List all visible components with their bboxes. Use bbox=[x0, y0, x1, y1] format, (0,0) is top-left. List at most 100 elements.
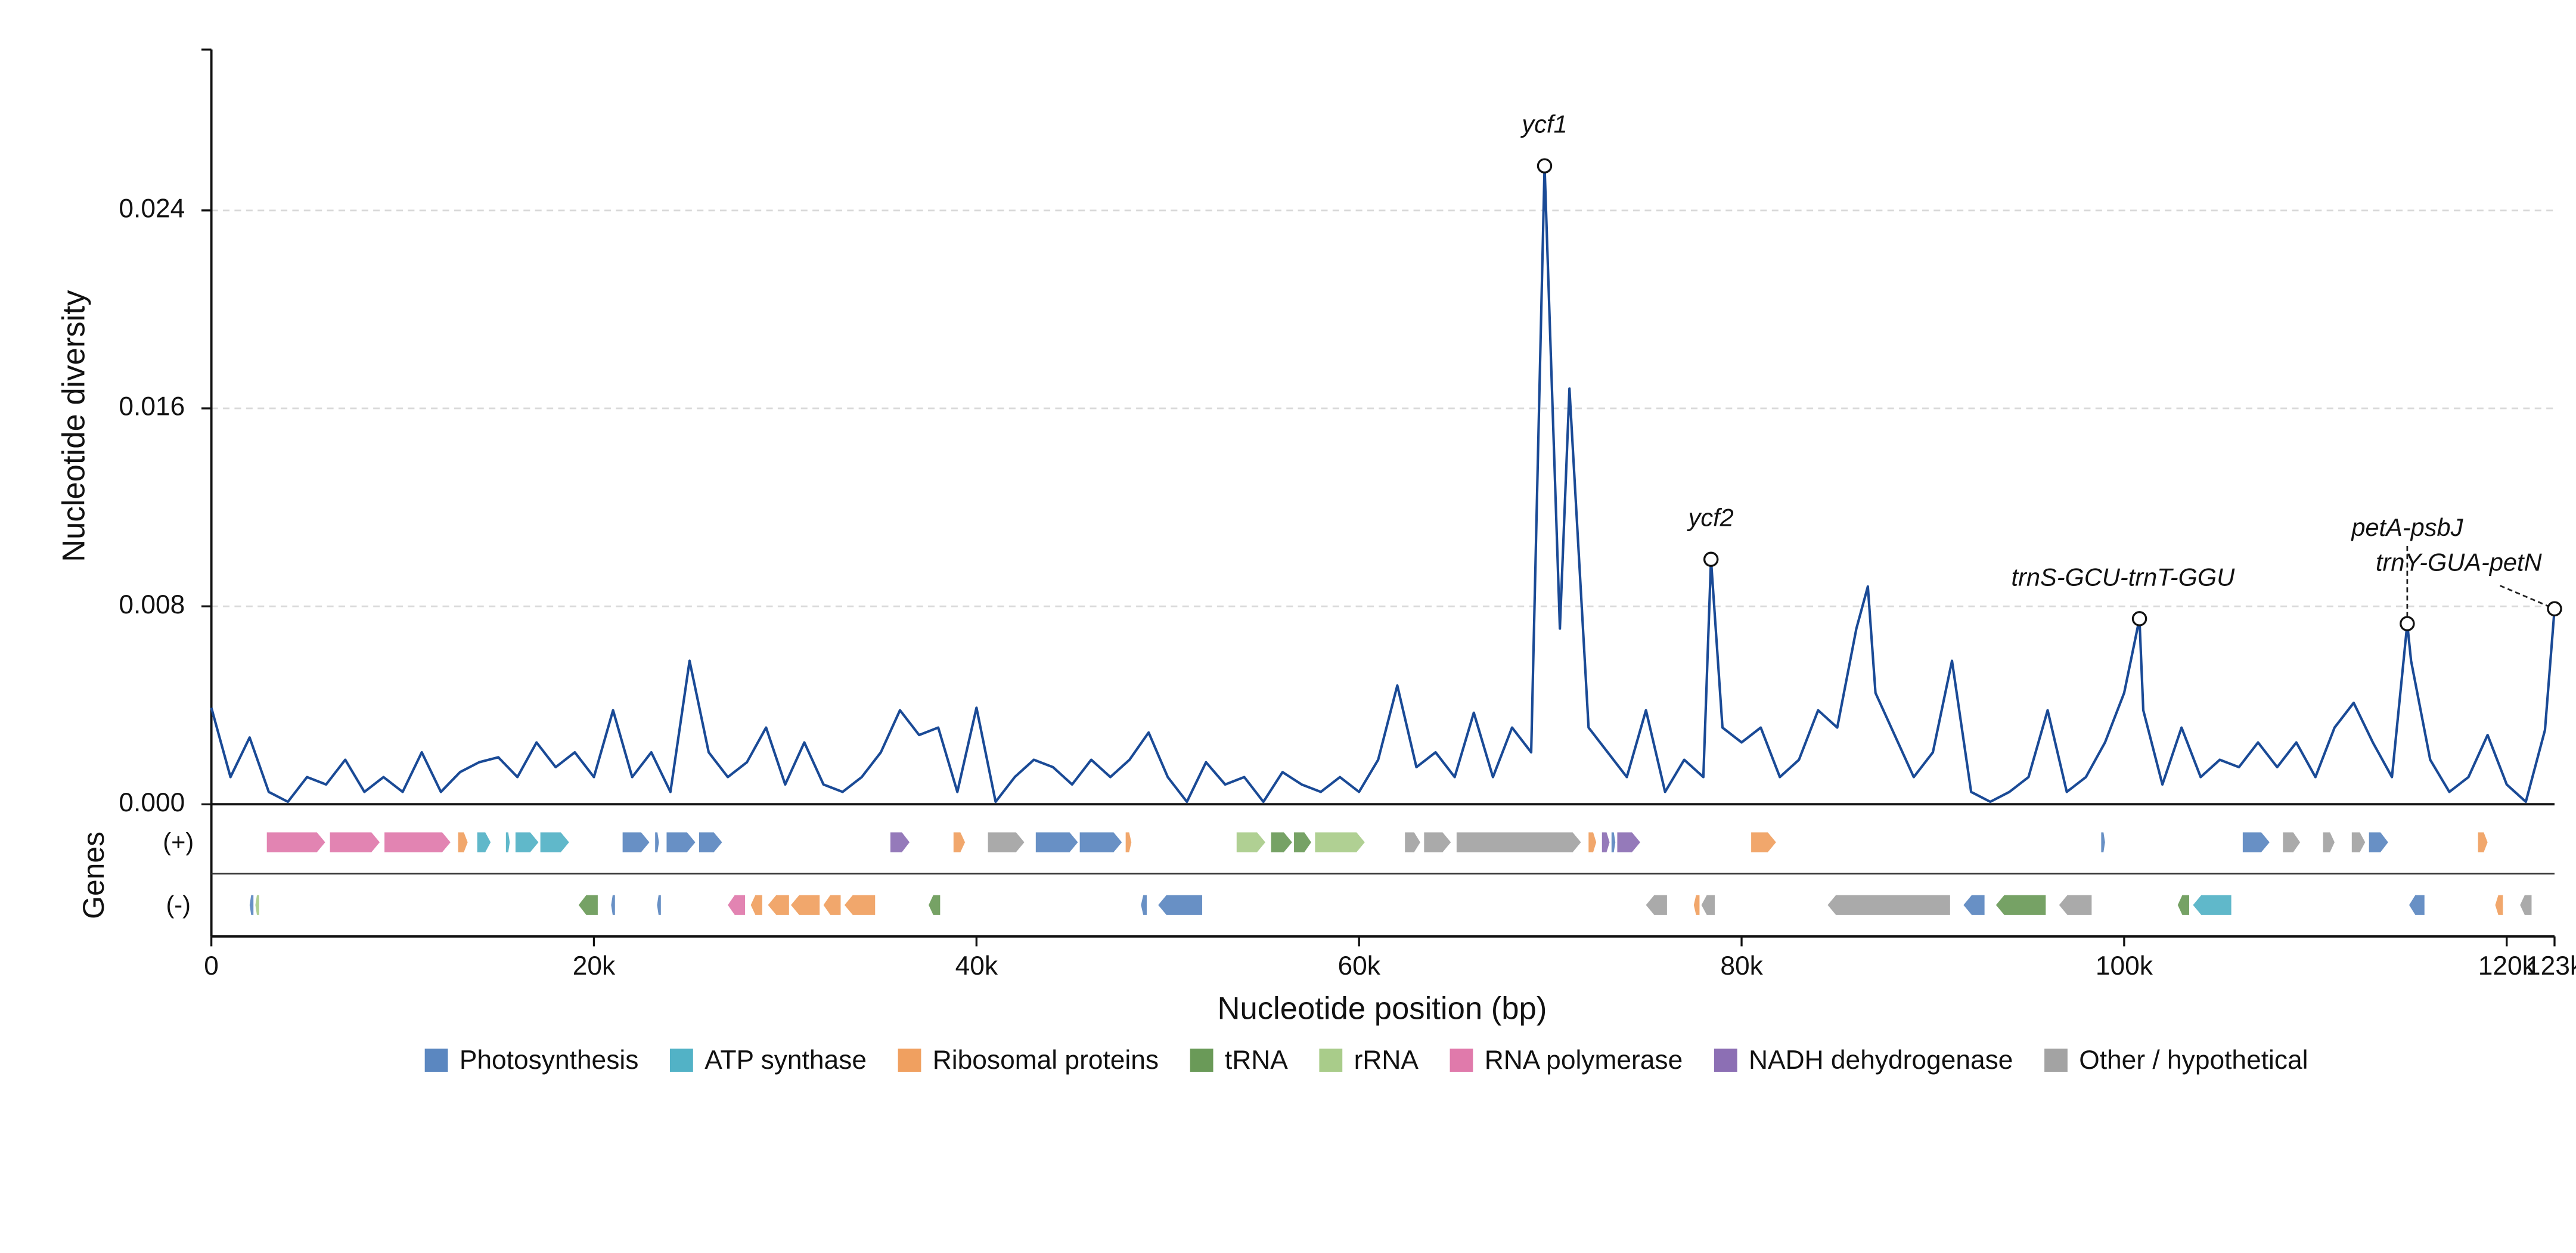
x-tick-label: 20k bbox=[573, 951, 616, 981]
gene bbox=[2101, 832, 2105, 852]
legend: Photosynthesis ATP synthase Ribosomal prot… bbox=[424, 1046, 2308, 1075]
strand-label: (-) bbox=[166, 891, 191, 919]
gene bbox=[823, 895, 841, 915]
gene bbox=[929, 895, 941, 915]
gene bbox=[1456, 832, 1581, 852]
gene bbox=[1141, 895, 1147, 915]
gene bbox=[1995, 895, 2046, 915]
gene bbox=[2409, 895, 2425, 915]
gene bbox=[505, 832, 510, 852]
gene bbox=[750, 895, 762, 915]
y-axis-label: Nucleotide diversity bbox=[56, 290, 91, 562]
gene bbox=[249, 895, 254, 915]
gene bbox=[2242, 832, 2270, 852]
annotation-point bbox=[2400, 616, 2415, 631]
legend-label: Photosynthesis bbox=[460, 1046, 639, 1075]
gene bbox=[255, 895, 259, 915]
legend-swatch bbox=[1450, 1049, 1473, 1072]
gene bbox=[988, 832, 1025, 852]
x-axis-label: Nucleotide position (bp) bbox=[1217, 991, 1547, 1026]
gene bbox=[1158, 895, 1203, 915]
gene bbox=[657, 895, 661, 915]
strand-label: (+) bbox=[163, 828, 194, 856]
x-tick-label: 123k bbox=[2526, 951, 2576, 981]
y-tick-label: 0.000 bbox=[119, 788, 185, 817]
gene bbox=[1236, 832, 1265, 852]
gene bbox=[1424, 832, 1451, 852]
legend-label: ATP synthase bbox=[704, 1046, 867, 1075]
gene bbox=[1405, 832, 1420, 852]
gene bbox=[622, 832, 650, 852]
gene bbox=[1125, 832, 1132, 852]
x-tick-label: 80k bbox=[1720, 951, 1763, 981]
gene bbox=[515, 832, 539, 852]
gene bbox=[477, 832, 491, 852]
gene bbox=[1035, 832, 1078, 852]
gene bbox=[1602, 832, 1610, 852]
legend-swatch bbox=[424, 1049, 448, 1072]
annotation-point bbox=[1537, 158, 1553, 173]
gene bbox=[2520, 895, 2532, 915]
legend-label: Other / hypothetical bbox=[2079, 1046, 2308, 1075]
gene bbox=[844, 895, 876, 915]
legend-label: NADH dehydrogenase bbox=[1749, 1046, 2013, 1075]
annotation-label: ycf1 bbox=[1520, 110, 1567, 138]
y-tick-label: 0.008 bbox=[119, 590, 185, 619]
legend-label: Ribosomal proteins bbox=[933, 1046, 1159, 1075]
legend-swatch bbox=[1714, 1049, 1737, 1072]
y-tick-label: 0.016 bbox=[119, 392, 185, 421]
gene bbox=[791, 895, 820, 915]
gene bbox=[1315, 832, 1365, 852]
gene bbox=[1963, 895, 1985, 915]
gene bbox=[540, 832, 569, 852]
annotation-point bbox=[2547, 601, 2562, 617]
diversity-line bbox=[210, 165, 2556, 804]
gene bbox=[458, 832, 468, 852]
gene bbox=[1751, 832, 1776, 852]
gene bbox=[1646, 895, 1667, 915]
legend-swatch bbox=[898, 1049, 921, 1072]
gene bbox=[1827, 895, 1950, 915]
annotation-point bbox=[2131, 611, 2147, 626]
gene bbox=[1588, 832, 1597, 852]
legend-swatch bbox=[1190, 1049, 1213, 1072]
annotation-label: trnS-GCU-trnT-GGU bbox=[2012, 563, 2236, 591]
legend-label: tRNA bbox=[1225, 1046, 1288, 1075]
legend-label: rRNA bbox=[1354, 1046, 1419, 1075]
annotation-label: trnY-GUA-petN bbox=[2376, 548, 2543, 576]
gene bbox=[2193, 895, 2232, 915]
x-tick-label: 0 bbox=[204, 951, 219, 981]
annotation-point bbox=[1703, 551, 1719, 567]
gene bbox=[1611, 832, 1616, 852]
gene bbox=[890, 832, 910, 852]
gene bbox=[1079, 832, 1122, 852]
gene bbox=[666, 832, 696, 852]
x-tick-label: 60k bbox=[1337, 951, 1380, 981]
gene bbox=[2283, 832, 2301, 852]
annotation-label: ycf2 bbox=[1687, 504, 1734, 532]
gene bbox=[1271, 832, 1292, 852]
legend-swatch bbox=[2044, 1049, 2068, 1072]
gene bbox=[953, 832, 966, 852]
gene bbox=[2351, 832, 2366, 852]
gene bbox=[384, 832, 451, 852]
x-tick-label: 100k bbox=[2096, 951, 2153, 981]
gene bbox=[2177, 895, 2190, 915]
gene bbox=[611, 895, 615, 915]
gene-track-label: Genes bbox=[77, 832, 110, 919]
gene bbox=[728, 895, 746, 915]
gene bbox=[1617, 832, 1640, 852]
gene bbox=[1294, 832, 1311, 852]
gene bbox=[2059, 895, 2092, 915]
y-tick-label: 0.024 bbox=[119, 194, 185, 224]
annotation-label: petA-psbJ bbox=[2350, 513, 2463, 541]
gene bbox=[2478, 832, 2488, 852]
gene bbox=[578, 895, 598, 915]
gene bbox=[2369, 832, 2388, 852]
gene bbox=[2495, 895, 2503, 915]
x-tick-label: 120k bbox=[2478, 951, 2536, 981]
gene bbox=[2323, 832, 2335, 852]
gene bbox=[655, 832, 659, 852]
gene bbox=[1693, 895, 1700, 915]
